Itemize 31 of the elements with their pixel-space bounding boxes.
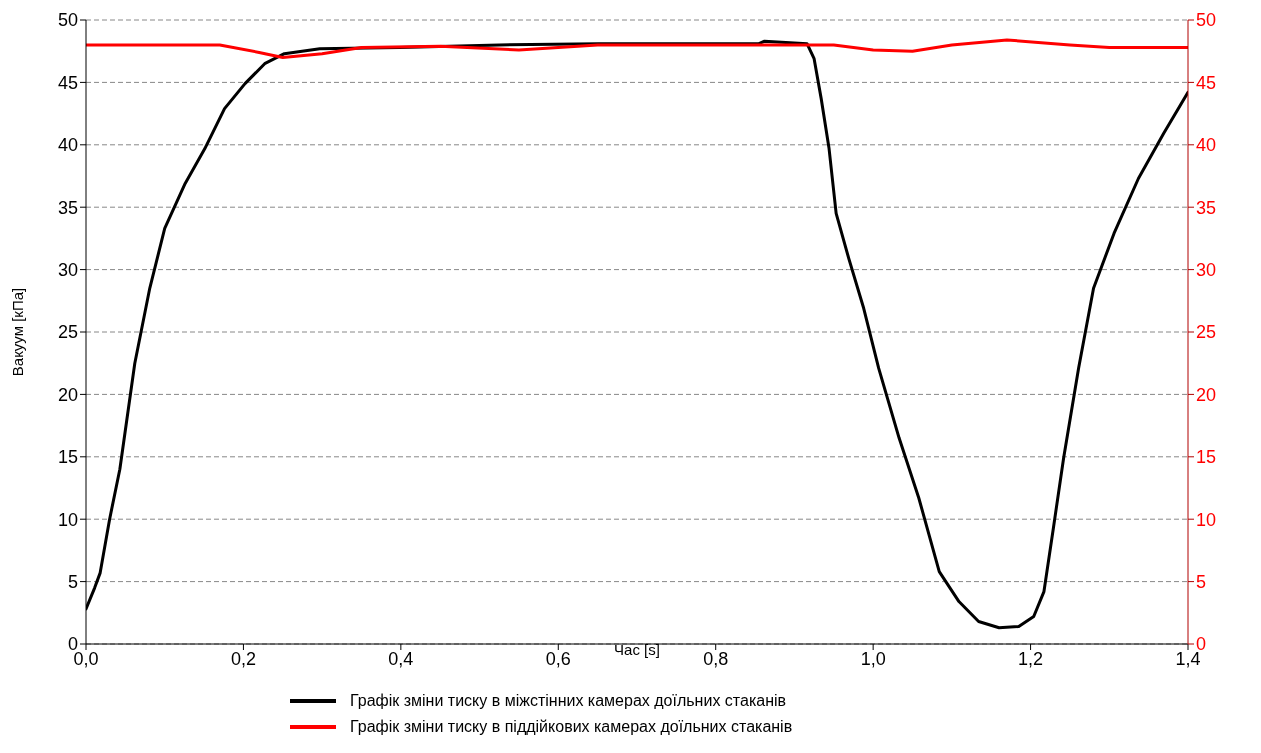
y2-tick-label: 45 bbox=[1196, 72, 1217, 93]
y2-tick-label: 15 bbox=[1196, 447, 1217, 468]
y-tick-label: 25 bbox=[57, 322, 78, 343]
y-tick-label: 30 bbox=[57, 259, 78, 280]
x-tick-label: 0,4 bbox=[388, 648, 414, 669]
y2-tick-label: 50 bbox=[1196, 10, 1217, 31]
y2-tick-label: 10 bbox=[1196, 509, 1217, 530]
x-tick-label: 0,8 bbox=[703, 648, 729, 669]
legend-label: Графік зміни тиску в піддійкових камерах доїльних стаканів bbox=[350, 718, 793, 736]
y-axis-title: Вакуум [кПа] bbox=[9, 287, 27, 377]
y-tick-label: 5 bbox=[67, 571, 78, 592]
y-tick-label: 20 bbox=[57, 384, 78, 405]
y-tick-label: 10 bbox=[57, 509, 78, 530]
y-tick-label: 15 bbox=[57, 447, 78, 468]
y-tick-label: 35 bbox=[57, 197, 78, 218]
y2-tick-label: 35 bbox=[1196, 197, 1217, 218]
y2-tick-label: 20 bbox=[1196, 384, 1217, 405]
y2-tick-label: 5 bbox=[1196, 571, 1207, 592]
x-tick-label: 0,2 bbox=[230, 648, 256, 669]
x-tick-label: 1,0 bbox=[860, 648, 886, 669]
line-series bbox=[86, 38, 1188, 59]
x-tick-label: 1,2 bbox=[1018, 648, 1044, 669]
legend-label: Графік зміни тиску в міжстінних камерах доїльних стаканів bbox=[350, 692, 787, 710]
y2-tick-label: 30 bbox=[1196, 259, 1217, 280]
y2-tick-label: 40 bbox=[1196, 135, 1217, 156]
y-tick-label: 40 bbox=[57, 135, 78, 156]
y2-tick-label: 25 bbox=[1196, 322, 1217, 343]
y-tick-label: 45 bbox=[57, 72, 78, 93]
x-tick-label: 0,6 bbox=[545, 648, 571, 669]
x-axis-title: Час [s] bbox=[614, 640, 660, 658]
y-tick-label: 50 bbox=[57, 10, 78, 31]
